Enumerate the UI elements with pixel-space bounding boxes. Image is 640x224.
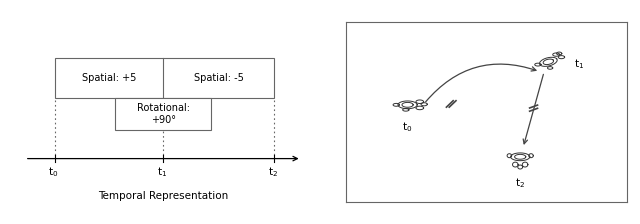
Text: t$_1$: t$_1$	[573, 57, 584, 71]
Text: Rotational:
+90°: Rotational: +90°	[137, 103, 189, 125]
Text: t$_0$: t$_0$	[48, 165, 58, 179]
Text: t$_0$: t$_0$	[403, 120, 413, 134]
Text: t$_1$: t$_1$	[157, 165, 167, 179]
Bar	[55, 58, 275, 98]
Text: Spatial: -5: Spatial: -5	[194, 73, 244, 83]
Text: Temporal Representation: Temporal Representation	[98, 191, 228, 201]
Bar	[115, 98, 211, 130]
Text: Spatial: +5: Spatial: +5	[82, 73, 136, 83]
Text: t$_2$: t$_2$	[515, 177, 525, 190]
Text: t$_2$: t$_2$	[268, 165, 278, 179]
